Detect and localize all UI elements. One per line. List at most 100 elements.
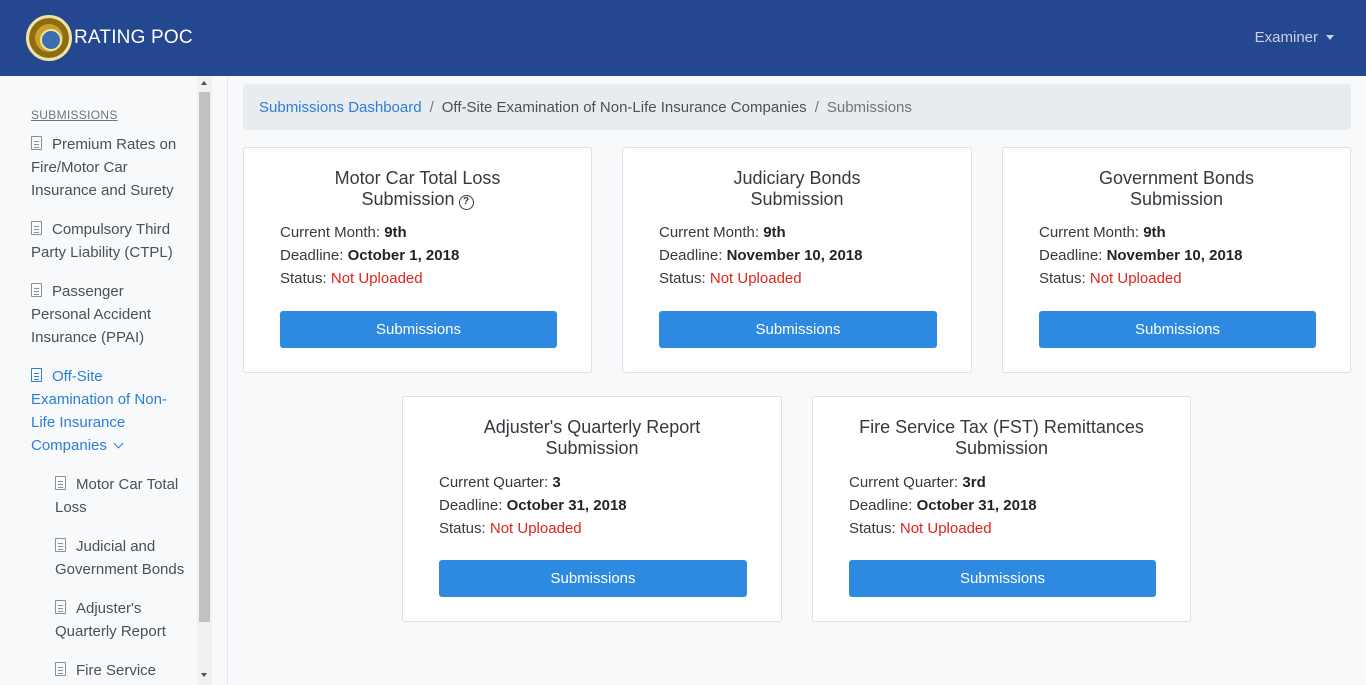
- submissions-button[interactable]: Submissions: [1039, 311, 1316, 348]
- status-label: Status:: [659, 270, 706, 287]
- deadline-value: October 31, 2018: [506, 497, 627, 514]
- status-value: Not Uploaded: [899, 520, 992, 537]
- sidebar-item-ppai[interactable]: Passenger Personal Accident Insurance (P…: [31, 280, 181, 349]
- card-title-submission: Submission: [1129, 189, 1224, 209]
- status-value: Not Uploaded: [1089, 270, 1182, 287]
- current-period-value: 9th: [384, 224, 407, 241]
- status-label: Status:: [439, 520, 486, 537]
- deadline-label: Deadline:: [439, 497, 503, 514]
- card-title-submission: Submission: [954, 438, 1049, 458]
- current-period-label: Current Month:: [1039, 224, 1140, 241]
- sidebar-subitem-judicial-government-bonds[interactable]: Judicial and Government Bonds: [55, 535, 185, 581]
- sidebar-item-label: Off-Site Examination of Non-Life Insuran…: [31, 368, 167, 454]
- document-icon: [55, 476, 66, 490]
- sidebar-subitem-motor-car-total-loss[interactable]: Motor Car Total Loss: [55, 473, 185, 519]
- current-period-label: Current Quarter:: [849, 474, 959, 491]
- user-menu-dropdown[interactable]: Examiner: [1255, 29, 1334, 46]
- sidebar-item-premium-rates[interactable]: Premium Rates on Fire/Motor Car Insuranc…: [31, 133, 181, 202]
- current-period: Current Quarter: 3rd: [849, 471, 1037, 494]
- deadline-label: Deadline:: [659, 247, 723, 264]
- submissions-button[interactable]: Submissions: [439, 560, 747, 597]
- card-info: Current Quarter: 3 Deadline: October 31,…: [439, 471, 627, 540]
- card-title: Judiciary Bonds Submission: [623, 168, 971, 210]
- breadcrumb-separator: /: [429, 98, 434, 116]
- caret-down-icon: [1326, 35, 1334, 40]
- card-title-line: Judiciary Bonds: [733, 168, 861, 188]
- document-icon: [55, 600, 66, 614]
- card-title-line: Fire Service Tax (FST) Remittances: [859, 417, 1144, 437]
- sidebar-subitem-fire-service[interactable]: Fire Service: [55, 659, 185, 682]
- insurance-commission-logo: [26, 15, 72, 61]
- card-title: Government Bonds Submission: [1003, 168, 1350, 210]
- sidebar-subitem-label: Judicial and Government Bonds: [55, 538, 185, 578]
- card-title: Motor Car Total Loss Submission?: [244, 168, 591, 210]
- scroll-down-arrow-icon[interactable]: [201, 673, 207, 677]
- submission-card-judiciary-bonds: Judiciary Bonds Submission Current Month…: [622, 147, 972, 373]
- brand[interactable]: RATING POC: [26, 13, 193, 63]
- breadcrumb-submissions-dashboard[interactable]: Submissions Dashboard: [259, 98, 422, 116]
- card-title: Adjuster's Quarterly Report Submission: [403, 417, 781, 459]
- document-icon: [31, 283, 42, 297]
- card-info: Current Quarter: 3rd Deadline: October 3…: [849, 471, 1037, 540]
- scroll-up-arrow-icon[interactable]: [201, 81, 207, 85]
- document-icon: [31, 136, 42, 150]
- sidebar-item-ctpl[interactable]: Compulsory Third Party Liability (CTPL): [31, 218, 181, 264]
- current-period: Current Month: 9th: [659, 221, 862, 244]
- current-period-value: 3rd: [962, 474, 986, 491]
- deadline: Deadline: October 31, 2018: [849, 494, 1037, 517]
- deadline-value: November 10, 2018: [726, 247, 863, 264]
- document-icon: [55, 538, 66, 552]
- status: Status: Not Uploaded: [659, 267, 862, 290]
- submission-card-fire-service-tax: Fire Service Tax (FST) Remittances Submi…: [812, 396, 1191, 622]
- sidebar-subitem-label: Motor Car Total Loss: [55, 476, 179, 516]
- deadline: Deadline: October 31, 2018: [439, 494, 627, 517]
- sidebar-heading: SUBMISSIONS: [31, 108, 118, 122]
- card-title-submission: Submission: [361, 189, 455, 209]
- deadline-value: November 10, 2018: [1106, 247, 1243, 264]
- card-title-line: Adjuster's Quarterly Report: [483, 417, 701, 437]
- document-icon: [31, 368, 42, 382]
- current-period-label: Current Month:: [659, 224, 760, 241]
- card-title-line: Motor Car Total Loss: [334, 168, 501, 188]
- breadcrumb-off-site-examination: Off-Site Examination of Non-Life Insuran…: [441, 98, 807, 116]
- deadline-label: Deadline:: [849, 497, 913, 514]
- breadcrumb: Submissions Dashboard / Off-Site Examina…: [243, 84, 1351, 130]
- submission-card-adjusters-quarterly-report: Adjuster's Quarterly Report Submission C…: [402, 396, 782, 622]
- deadline: Deadline: November 10, 2018: [1039, 244, 1242, 267]
- status-label: Status:: [849, 520, 896, 537]
- deadline-value: October 1, 2018: [347, 247, 460, 264]
- status: Status: Not Uploaded: [280, 267, 459, 290]
- deadline-label: Deadline:: [280, 247, 344, 264]
- sidebar: SUBMISSIONS Premium Rates on Fire/Motor …: [0, 76, 212, 685]
- submissions-button[interactable]: Submissions: [849, 560, 1156, 597]
- submissions-button[interactable]: Submissions: [280, 311, 557, 348]
- document-icon: [55, 662, 66, 676]
- status: Status: Not Uploaded: [1039, 267, 1242, 290]
- status-value: Not Uploaded: [330, 270, 423, 287]
- deadline-label: Deadline:: [1039, 247, 1103, 264]
- card-title-line: Government Bonds: [1098, 168, 1255, 188]
- sidebar-item-label: Premium Rates on Fire/Motor Car Insuranc…: [31, 136, 177, 199]
- card-title-subline: Submission?: [244, 189, 591, 210]
- document-icon: [31, 221, 42, 235]
- status-value: Not Uploaded: [709, 270, 802, 287]
- breadcrumb-current: Submissions: [826, 98, 912, 116]
- sidebar-subitem-label: Fire Service: [76, 662, 157, 679]
- card-title: Fire Service Tax (FST) Remittances Submi…: [813, 417, 1190, 459]
- content-divider: [227, 76, 228, 685]
- scrollbar-thumb[interactable]: [199, 92, 210, 622]
- help-icon[interactable]: ?: [458, 195, 474, 210]
- current-period-label: Current Quarter:: [439, 474, 549, 491]
- deadline-value: October 31, 2018: [916, 497, 1037, 514]
- sidebar-item-label: Passenger Personal Accident Insurance (P…: [31, 283, 152, 346]
- sidebar-subitem-adjusters-quarterly-report[interactable]: Adjuster's Quarterly Report: [55, 597, 185, 643]
- status-value: Not Uploaded: [489, 520, 582, 537]
- chevron-down-icon: [113, 438, 124, 449]
- deadline: Deadline: November 10, 2018: [659, 244, 862, 267]
- status: Status: Not Uploaded: [439, 517, 627, 540]
- status: Status: Not Uploaded: [849, 517, 1037, 540]
- submission-card-motor-car-total-loss: Motor Car Total Loss Submission? Current…: [243, 147, 592, 373]
- sidebar-item-off-site-examination[interactable]: Off-Site Examination of Non-Life Insuran…: [31, 365, 181, 457]
- sidebar-scrollbar[interactable]: [197, 76, 212, 685]
- submissions-button[interactable]: Submissions: [659, 311, 937, 348]
